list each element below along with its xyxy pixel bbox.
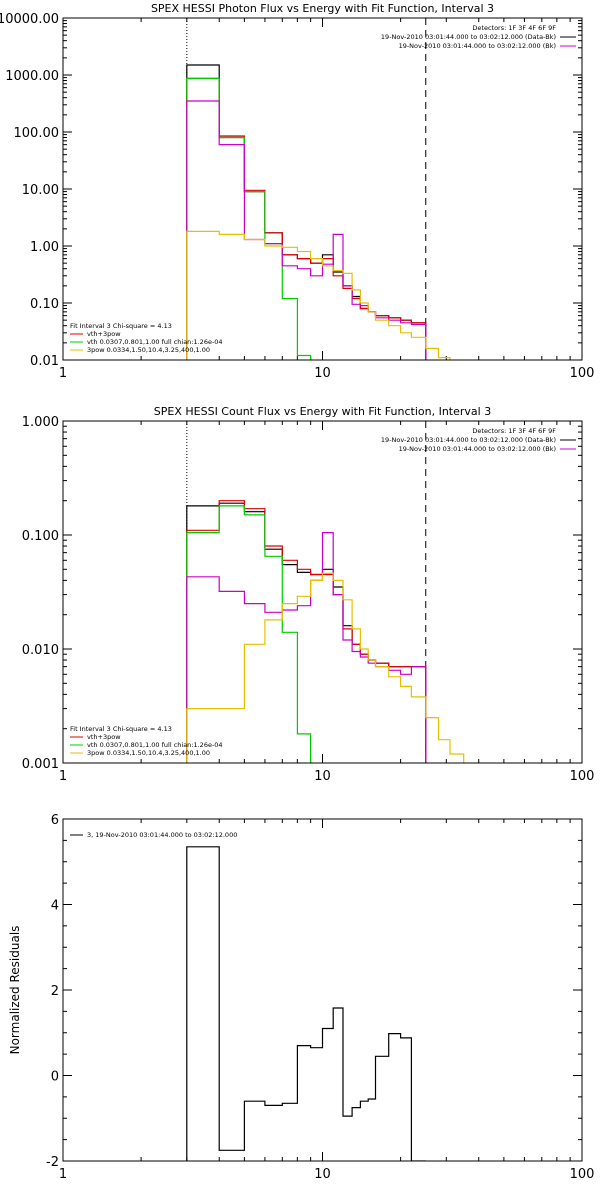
x-tick-label: 1 — [59, 769, 67, 784]
series-3-histogram — [186, 77, 312, 360]
y-tick-label: -2 — [46, 1155, 59, 1170]
series-3-histogram — [186, 505, 312, 763]
legend-entry: vth 0.0307,0.801,1.00 full chian:1.26e-0… — [87, 741, 223, 749]
legend-entry: Fit Interval 3 Chi-square = 4.13 — [70, 322, 172, 330]
chart-panel-2: SPEX HESSI Count Flux vs Energy with Fit… — [22, 405, 595, 784]
series-1-histogram — [186, 502, 427, 763]
y-tick-label: 100.00 — [14, 126, 60, 141]
x-tick-label: 100 — [570, 366, 595, 381]
info-line: 19-Nov-2010 03:01:44.000 to 03:02:12.000… — [381, 436, 556, 444]
y-tick-label: 0.10 — [30, 297, 59, 312]
legend-entry: vth+3pow — [87, 330, 121, 338]
x-tick-label: 100 — [570, 1167, 595, 1182]
legend-entry: 3pow 0.0334,1.50,10.4,3.25,400,1.00 — [87, 346, 210, 354]
y-tick-label: 10.00 — [22, 183, 59, 198]
series-2-histogram — [186, 500, 427, 763]
x-tick-label: 1 — [59, 1167, 67, 1182]
chart-title: SPEX HESSI Count Flux vs Energy with Fit… — [154, 405, 491, 418]
y-tick-label: 1.000 — [22, 415, 59, 430]
series-4-histogram — [186, 100, 427, 360]
legend-entry: 3, 19-Nov-2010 03:01:44.000 to 03:02:12.… — [87, 831, 237, 839]
info-line: Detectors: 1F 3F 4F 6F 9F — [472, 427, 556, 435]
y-tick-label: 1.00 — [30, 240, 59, 255]
x-tick-label: 10 — [314, 769, 331, 784]
series-5-histogram — [186, 230, 451, 360]
x-tick-label: 10 — [314, 366, 331, 381]
y-tick-label: 0.01 — [30, 354, 59, 369]
legend-entry: vth 0.0307,0.801,1.00 full chian:1.26e-0… — [87, 338, 223, 346]
y-tick-label: 0.100 — [22, 529, 59, 544]
plot-frame — [62, 17, 583, 361]
series-1-histogram — [186, 64, 427, 360]
series-5-histogram — [186, 572, 465, 763]
chart-panel-1: SPEX HESSI Photon Flux vs Energy with Fi… — [0, 2, 594, 381]
legend-entry: Fit Interval 3 Chi-square = 4.13 — [70, 725, 172, 733]
plot-frame — [62, 818, 583, 1162]
y-tick-label: 0 — [51, 1070, 59, 1085]
y-tick-label: 4 — [51, 899, 59, 914]
y-tick-label: 0.010 — [22, 643, 59, 658]
info-line: Detectors: 1F 3F 4F 6F 9F — [472, 24, 556, 32]
x-tick-label: 100 — [570, 769, 595, 784]
info-line: 19-Nov-2010 03:01:44.000 to 03:02:12.000… — [399, 445, 556, 453]
plot-frame — [62, 420, 583, 764]
y-axis-label: Normalized Residuals — [8, 926, 22, 1055]
legend-entry: 3pow 0.0334,1.50,10.4,3.25,400,1.00 — [87, 749, 210, 757]
x-tick-label: 10 — [314, 1167, 331, 1182]
series-1-histogram — [186, 846, 426, 1161]
y-tick-label: 0.001 — [22, 757, 59, 772]
y-tick-label: 1000.00 — [5, 69, 59, 84]
info-line: 19-Nov-2010 03:01:44.000 to 03:02:12.000… — [399, 42, 556, 50]
info-line: 19-Nov-2010 03:01:44.000 to 03:02:12.000… — [381, 33, 556, 41]
series-4-histogram — [186, 532, 427, 763]
series-2-histogram — [186, 77, 427, 360]
y-tick-label: 10000.00 — [0, 12, 59, 27]
y-tick-label: 2 — [51, 984, 59, 999]
y-tick-label: 6 — [51, 813, 59, 828]
chart-title: SPEX HESSI Photon Flux vs Energy with Fi… — [151, 2, 494, 15]
chart-panel-3: Normalized Residuals 1 10 100 -2 0 2 4 6 3, 19-No… — [8, 813, 594, 1182]
x-tick-label: 1 — [59, 366, 67, 381]
legend-entry: vth+3pow — [87, 733, 121, 741]
